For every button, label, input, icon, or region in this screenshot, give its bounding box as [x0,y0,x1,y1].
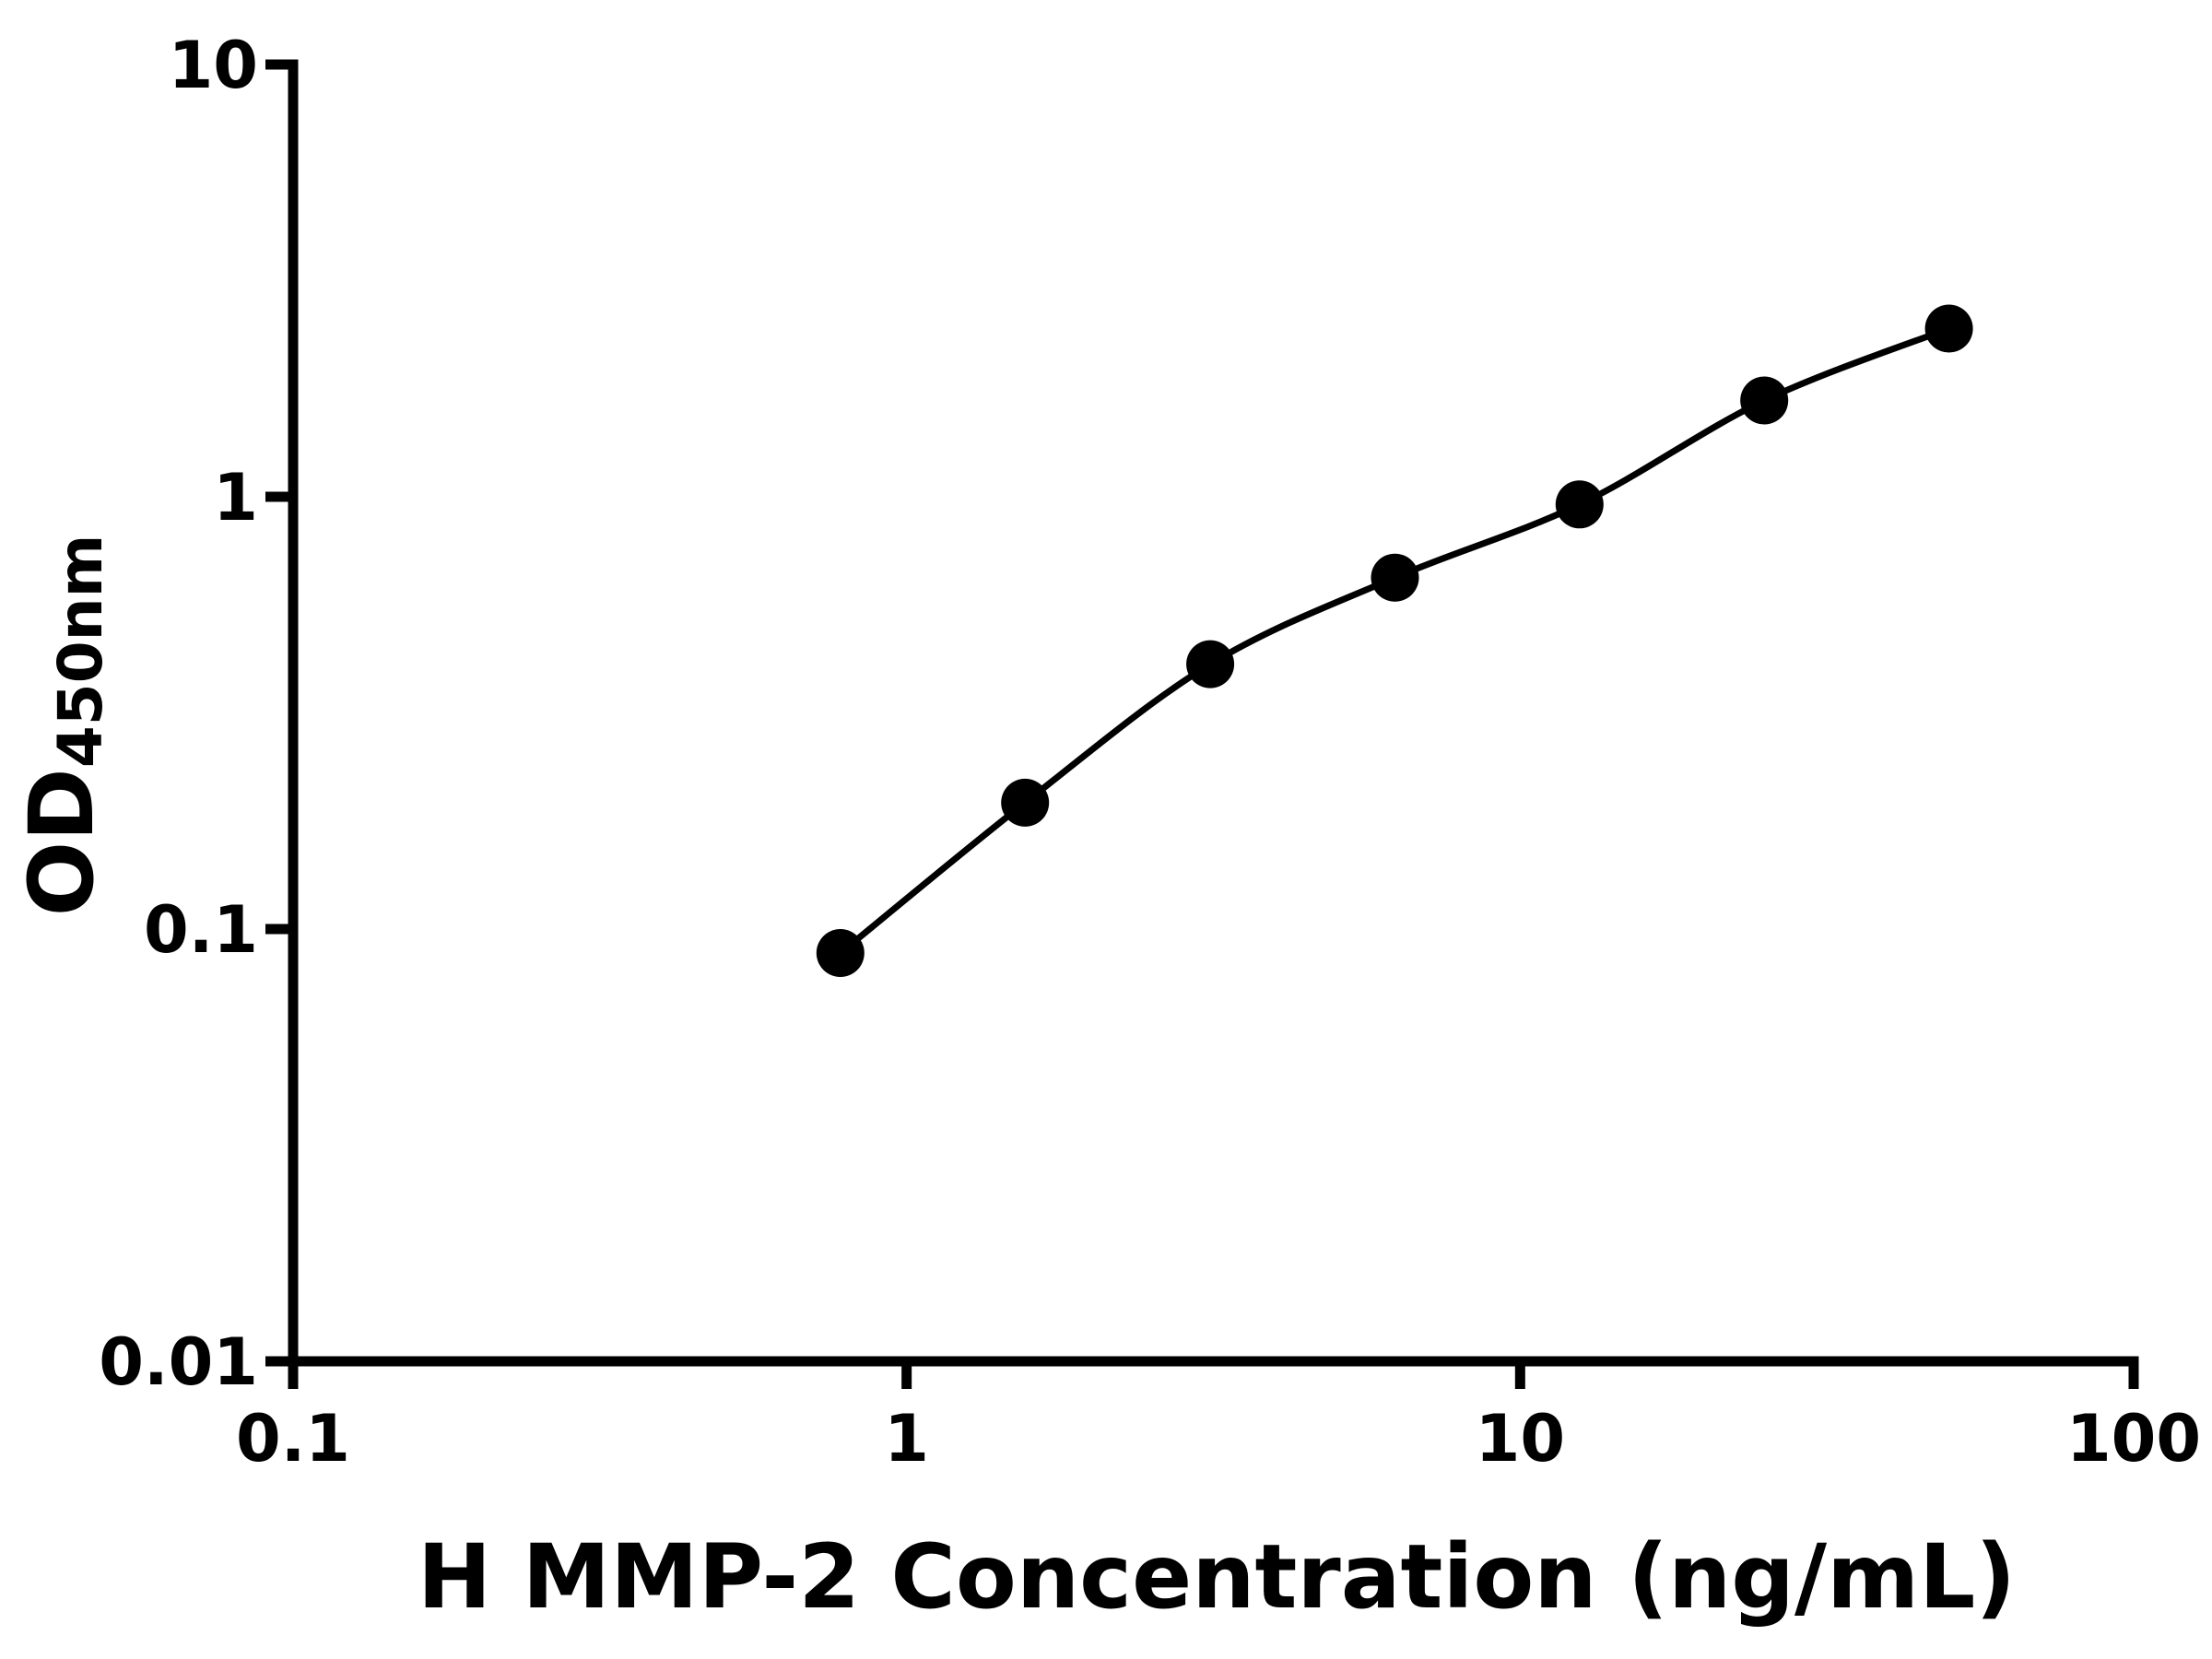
x-tick-label: 0.1 [236,1401,350,1477]
x-tick-label: 1 [884,1401,929,1477]
x-tick-label: 100 [2066,1401,2201,1477]
data-point [1371,553,1419,602]
axis-lines [288,59,2139,1367]
y-tick-label: 0.01 [99,1324,258,1400]
y-axis-title-subscript: 450nm [45,534,116,769]
y-tick-label: 10 [169,28,258,103]
x-axis-title: H MMP-2 Concentration (ng/mL) [417,1525,2017,1629]
standard-curve-line [838,325,1950,956]
data-point [1924,304,1973,353]
y-tick-label: 1 [213,460,258,535]
data-point [1001,778,1050,827]
y-tick-label: 0.1 [144,892,258,968]
y-axis-title: OD 450nm [10,403,139,1048]
x-tick-label: 10 [1476,1401,1565,1477]
data-point [1740,376,1789,425]
data-point [1555,480,1604,529]
data-point [816,929,865,977]
y-axis-title-main: OD [10,768,113,917]
data-point [1186,640,1235,688]
